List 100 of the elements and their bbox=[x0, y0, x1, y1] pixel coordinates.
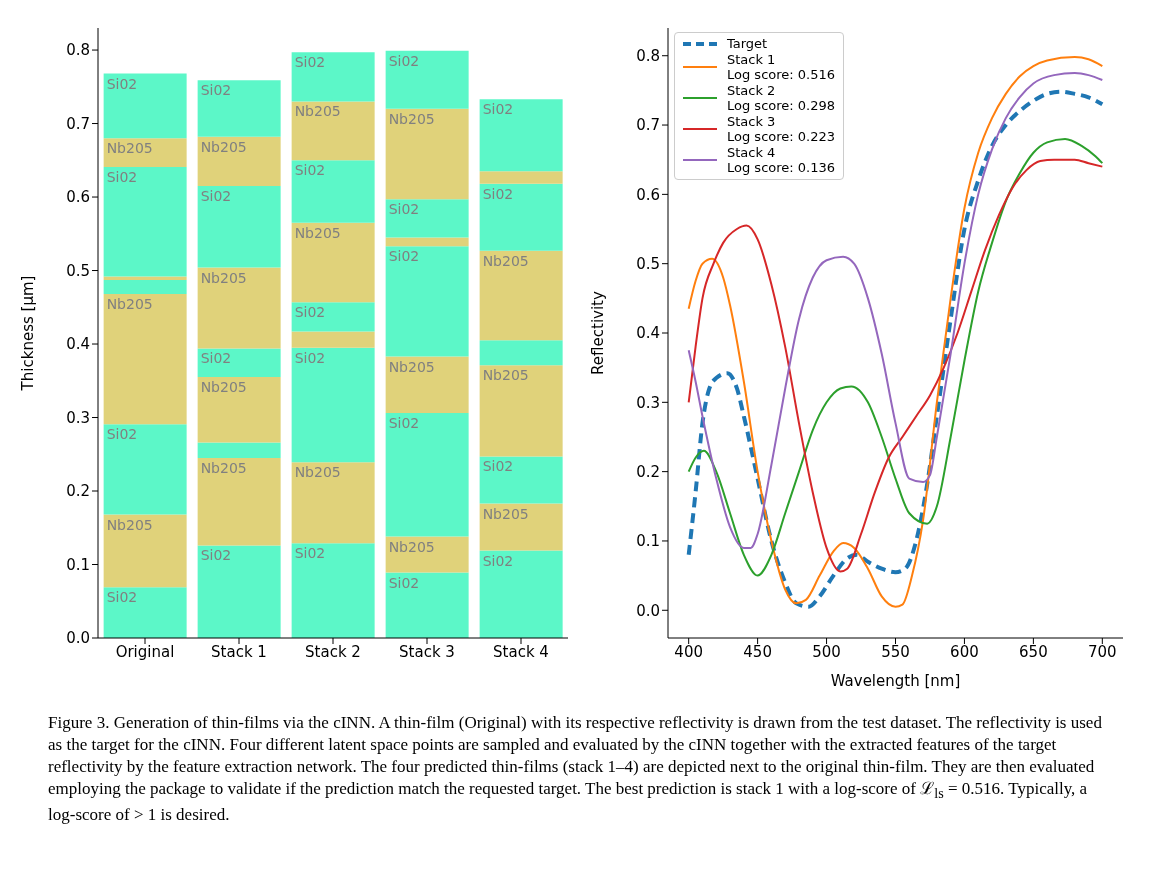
y-tick-label: 0.6 bbox=[66, 188, 90, 207]
y-tick-label: 0.7 bbox=[66, 114, 90, 133]
x-tick-label: 400 bbox=[674, 642, 703, 661]
data-label: Nb205 bbox=[200, 379, 247, 396]
data-label: Nb205 bbox=[482, 367, 529, 384]
y-tick-label: 0.2 bbox=[66, 482, 90, 501]
bar bbox=[197, 80, 281, 137]
data-label: Si02 bbox=[294, 162, 326, 179]
data-label: Si02 bbox=[106, 168, 138, 185]
bar bbox=[291, 222, 375, 303]
bar bbox=[479, 365, 563, 457]
data-label: Si02 bbox=[482, 552, 514, 569]
bar bbox=[291, 462, 375, 544]
bar bbox=[291, 101, 375, 161]
data-label: Si02 bbox=[482, 458, 514, 475]
y-tick-label: 0.0 bbox=[66, 629, 90, 648]
bar bbox=[385, 246, 469, 357]
y-tick-label: 0.6 bbox=[636, 185, 660, 204]
x-tick-label: Stack 4 bbox=[493, 642, 549, 661]
bar bbox=[385, 413, 469, 537]
data-label: Nb205 bbox=[294, 464, 341, 481]
text: Figure 3. Generation of thin-films via the cINN. A thin-film (Original) with its respective reflectivity is drawn from the test dataset. The reflectivity is used as the target for the cINN. Four different latent space points are sampled and evaluated by the cINN together with the extracted features of the target reflectivity by the feature extraction network. The four predicted thin-films (stack 1–4) are depicted next to the original thin-film. They are then evaluated employing the package to validate if the prediction match the requested target. The best prediction is stack 1 with a log-score of ℒ$_{ls}$ = 0.516. Typically, a log-score of > 1 is desired. bbox=[48, 713, 1102, 825]
bar bbox=[479, 99, 563, 172]
legend-label: Target bbox=[727, 36, 768, 51]
x-tick-label: 600 bbox=[950, 642, 979, 661]
bar bbox=[197, 348, 281, 378]
data-label: Si02 bbox=[106, 589, 138, 606]
bar bbox=[479, 456, 563, 504]
bar bbox=[103, 294, 187, 425]
data-label: Nb205 bbox=[106, 516, 153, 533]
data-label: Nb205 bbox=[200, 269, 247, 286]
y-tick-label: 0.1 bbox=[636, 532, 660, 551]
y-tick-label: 0.7 bbox=[636, 116, 660, 135]
data-label: Nb205 bbox=[200, 138, 247, 155]
bar bbox=[103, 138, 187, 167]
bar bbox=[479, 250, 563, 341]
y-axis-title: Reflectivity bbox=[589, 291, 608, 375]
data-label: Si02 bbox=[294, 304, 326, 321]
bar bbox=[103, 73, 187, 139]
bar bbox=[479, 340, 563, 366]
bar bbox=[479, 171, 563, 184]
data-label: Si02 bbox=[482, 185, 514, 202]
bar bbox=[291, 52, 375, 102]
data-label: Si02 bbox=[106, 426, 138, 443]
data-label: Nb205 bbox=[388, 110, 435, 127]
x-axis-title: Wavelength [nm] bbox=[830, 672, 961, 690]
bar bbox=[385, 237, 469, 247]
bar bbox=[103, 587, 187, 638]
data-label: Si02 bbox=[200, 82, 232, 99]
data-label: Si02 bbox=[200, 350, 232, 367]
data-label: Si02 bbox=[388, 415, 420, 432]
data-label: Nb205 bbox=[482, 505, 529, 522]
bar bbox=[103, 276, 187, 281]
bar bbox=[197, 377, 281, 443]
data-label: Si02 bbox=[388, 574, 420, 591]
data-label: Nb205 bbox=[482, 252, 529, 269]
x-tick-label: Stack 2 bbox=[305, 642, 361, 661]
data-label: Si02 bbox=[294, 545, 326, 562]
x-tick-label: 450 bbox=[743, 642, 772, 661]
y-tick-label: 0.2 bbox=[636, 462, 660, 481]
bar bbox=[197, 545, 281, 638]
x-tick-label: 700 bbox=[1088, 642, 1117, 661]
bar bbox=[479, 550, 563, 638]
y-axis-title: Thickness [μm] bbox=[19, 275, 38, 392]
data-label: Si02 bbox=[388, 201, 420, 218]
y-tick-label: 0.4 bbox=[636, 324, 660, 343]
x-tick-label: 550 bbox=[881, 642, 910, 661]
x-tick-label: Stack 1 bbox=[211, 642, 267, 661]
bar bbox=[103, 514, 187, 588]
bar bbox=[385, 108, 469, 200]
data-label: Si02 bbox=[388, 248, 420, 265]
data-label: Si02 bbox=[200, 188, 232, 205]
bar bbox=[103, 166, 187, 277]
data-label: Nb205 bbox=[106, 296, 153, 313]
bar bbox=[197, 267, 281, 349]
bar bbox=[479, 503, 563, 551]
bar bbox=[103, 280, 187, 295]
data-label: Nb205 bbox=[388, 538, 435, 555]
data-label: Si02 bbox=[106, 75, 138, 92]
y-tick-label: 0.5 bbox=[66, 261, 90, 280]
legend-label: Stack 1 Log score: 0.516 bbox=[727, 52, 836, 82]
bar bbox=[385, 536, 469, 573]
y-tick-label: 0.5 bbox=[636, 255, 660, 274]
bar bbox=[103, 424, 187, 515]
legend-label: Stack 2 Log score: 0.298 bbox=[727, 83, 836, 113]
bar bbox=[197, 186, 281, 268]
data-label: Nb205 bbox=[388, 358, 435, 375]
bar bbox=[291, 543, 375, 638]
bar bbox=[197, 136, 281, 187]
bar bbox=[385, 572, 469, 638]
data-label: Si02 bbox=[200, 547, 232, 564]
bar bbox=[385, 199, 469, 238]
y-tick-label: 0.4 bbox=[66, 335, 90, 354]
bar bbox=[197, 457, 281, 546]
data-label: Nb205 bbox=[106, 140, 153, 157]
legend-label: Stack 4 Log score: 0.136 bbox=[727, 145, 836, 175]
bar bbox=[479, 183, 563, 251]
data-label: Nb205 bbox=[200, 459, 247, 476]
bar bbox=[197, 442, 281, 458]
data-label: Si02 bbox=[294, 349, 326, 366]
